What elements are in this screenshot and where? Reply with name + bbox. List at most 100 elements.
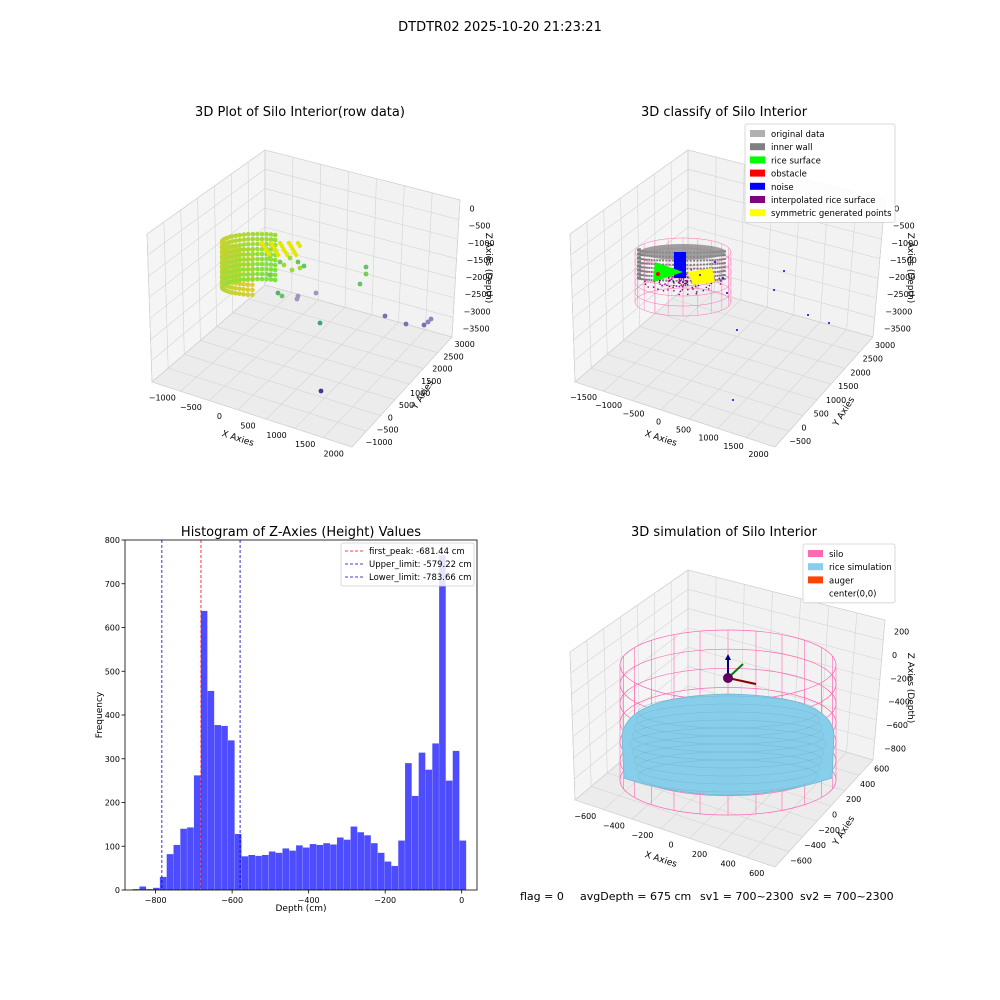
raw-point — [279, 293, 285, 299]
inner-wall-point — [650, 274, 653, 278]
raw-point — [264, 261, 269, 267]
inner-wall-point — [642, 270, 645, 273]
grid-line — [184, 353, 381, 416]
interpolated-point — [644, 283, 647, 286]
grid-line — [653, 173, 657, 313]
y-tick-label: 500 — [814, 410, 829, 419]
raw-point — [237, 237, 242, 243]
interpolated-point — [652, 286, 655, 288]
status-line: flag = 0 avgDepth = 675 cm sv1 = 700~230… — [520, 890, 894, 903]
inner-wall-point — [642, 258, 645, 261]
raw-point — [281, 262, 287, 268]
histogram-panel[interactable]: Histogram of Z-Axies (Height) Values −80… — [95, 525, 478, 914]
inner-wall-point — [708, 263, 712, 266]
y-tick-label: 3000 — [454, 340, 474, 349]
raw-point — [245, 232, 251, 237]
noise-point — [807, 314, 809, 316]
z-tick-label: −200 — [890, 674, 912, 683]
raw-point — [250, 241, 256, 247]
grid-line — [149, 226, 266, 319]
inner-wall-point — [643, 262, 647, 265]
histogram-bar — [391, 865, 399, 890]
raw-point — [237, 272, 242, 278]
z-tick-label: −2500 — [887, 290, 914, 299]
grid-line — [197, 197, 201, 341]
histogram-bar — [323, 843, 330, 890]
raw-point — [245, 257, 251, 262]
legend-swatch — [750, 143, 765, 151]
grid-line — [569, 569, 689, 653]
raw-3d-panel[interactable]: 3D Plot of Silo Interior(row data) −1000… — [146, 105, 495, 458]
x-tick-label: −1000 — [149, 394, 176, 403]
inner-wall-point — [723, 253, 726, 257]
histogram-bar — [302, 847, 310, 890]
inner-wall-point — [718, 262, 721, 265]
interpolated-point — [664, 283, 666, 285]
raw-point — [287, 255, 293, 261]
grid-line — [586, 640, 592, 787]
raw-point — [245, 247, 251, 252]
raw-point — [428, 316, 434, 322]
z-tick-label: −1500 — [467, 256, 494, 265]
raw-point — [259, 276, 265, 282]
interpolated-point — [657, 288, 659, 290]
legend-swatch — [750, 196, 765, 203]
raw-point — [264, 236, 269, 242]
inner-wall-point — [689, 259, 692, 262]
raw-point — [363, 264, 369, 270]
simulation-3d-xlabel: X Axies — [643, 850, 678, 870]
interpolated-point — [719, 283, 722, 285]
raw-point — [382, 313, 388, 319]
grid-line — [148, 207, 266, 298]
simulation-3d-panel[interactable]: 3D simulation of Silo Interior −600−400−… — [569, 525, 915, 878]
grid-line — [687, 207, 880, 260]
x-tick-label: −1500 — [570, 393, 597, 402]
raw-point — [255, 246, 260, 252]
inner-wall-point — [643, 278, 647, 281]
histogram-bar — [364, 835, 371, 890]
raw-point — [357, 281, 363, 287]
grid-line — [671, 298, 860, 354]
raw-point — [237, 262, 242, 268]
raw-point — [272, 272, 278, 278]
histogram-bar — [371, 843, 378, 890]
grid-line — [572, 226, 689, 319]
x-tick-label: 1500 — [295, 440, 315, 449]
raw-point — [245, 287, 251, 293]
raw-3d-axes: −1000 −500 0 500 1000 1500 2000 −1000 −500 0 500 10… — [146, 149, 495, 458]
interpolated-point — [678, 278, 681, 280]
z-tick-label: 0 — [894, 205, 899, 214]
y-tick-label: −200 — [818, 826, 840, 835]
raw-point — [230, 279, 235, 284]
grid-line — [872, 619, 886, 761]
grid-line — [323, 329, 426, 438]
raw-point — [241, 247, 247, 252]
histogram-bar — [166, 854, 174, 891]
interpolated-point — [667, 277, 670, 279]
grid-line — [746, 329, 847, 438]
y-tick-label: −1000 — [366, 438, 393, 447]
y-tick-label: 3000 — [875, 341, 895, 350]
noise-point — [722, 277, 724, 279]
y-tick-label: 800 — [105, 536, 120, 545]
grid-line — [318, 164, 322, 300]
inner-wall-point — [686, 271, 689, 274]
interpolated-point — [687, 288, 689, 291]
interpolated-point — [681, 289, 684, 291]
raw-3d-title: 3D Plot of Silo Interior(row data) — [195, 105, 405, 120]
histogram-bar — [316, 844, 324, 890]
classify-3d-zlabel: Z Axies (Depth) — [905, 233, 915, 304]
raw-point — [272, 237, 278, 243]
classify-3d-panel[interactable]: 3D classify of Silo Interior −1500−1000−… — [569, 105, 918, 459]
histogram-bar — [411, 795, 419, 890]
grid-line — [294, 321, 399, 429]
raw-point — [241, 287, 246, 292]
interpolated-point — [680, 278, 683, 280]
histogram-bar — [330, 844, 337, 890]
grid-line — [603, 628, 608, 773]
histogram-bar — [377, 852, 385, 890]
obstacle-point — [656, 272, 660, 276]
x-tick-label: 0 — [656, 417, 661, 426]
x-tick-label: −600 — [574, 812, 596, 821]
interpolated-point — [686, 283, 689, 286]
